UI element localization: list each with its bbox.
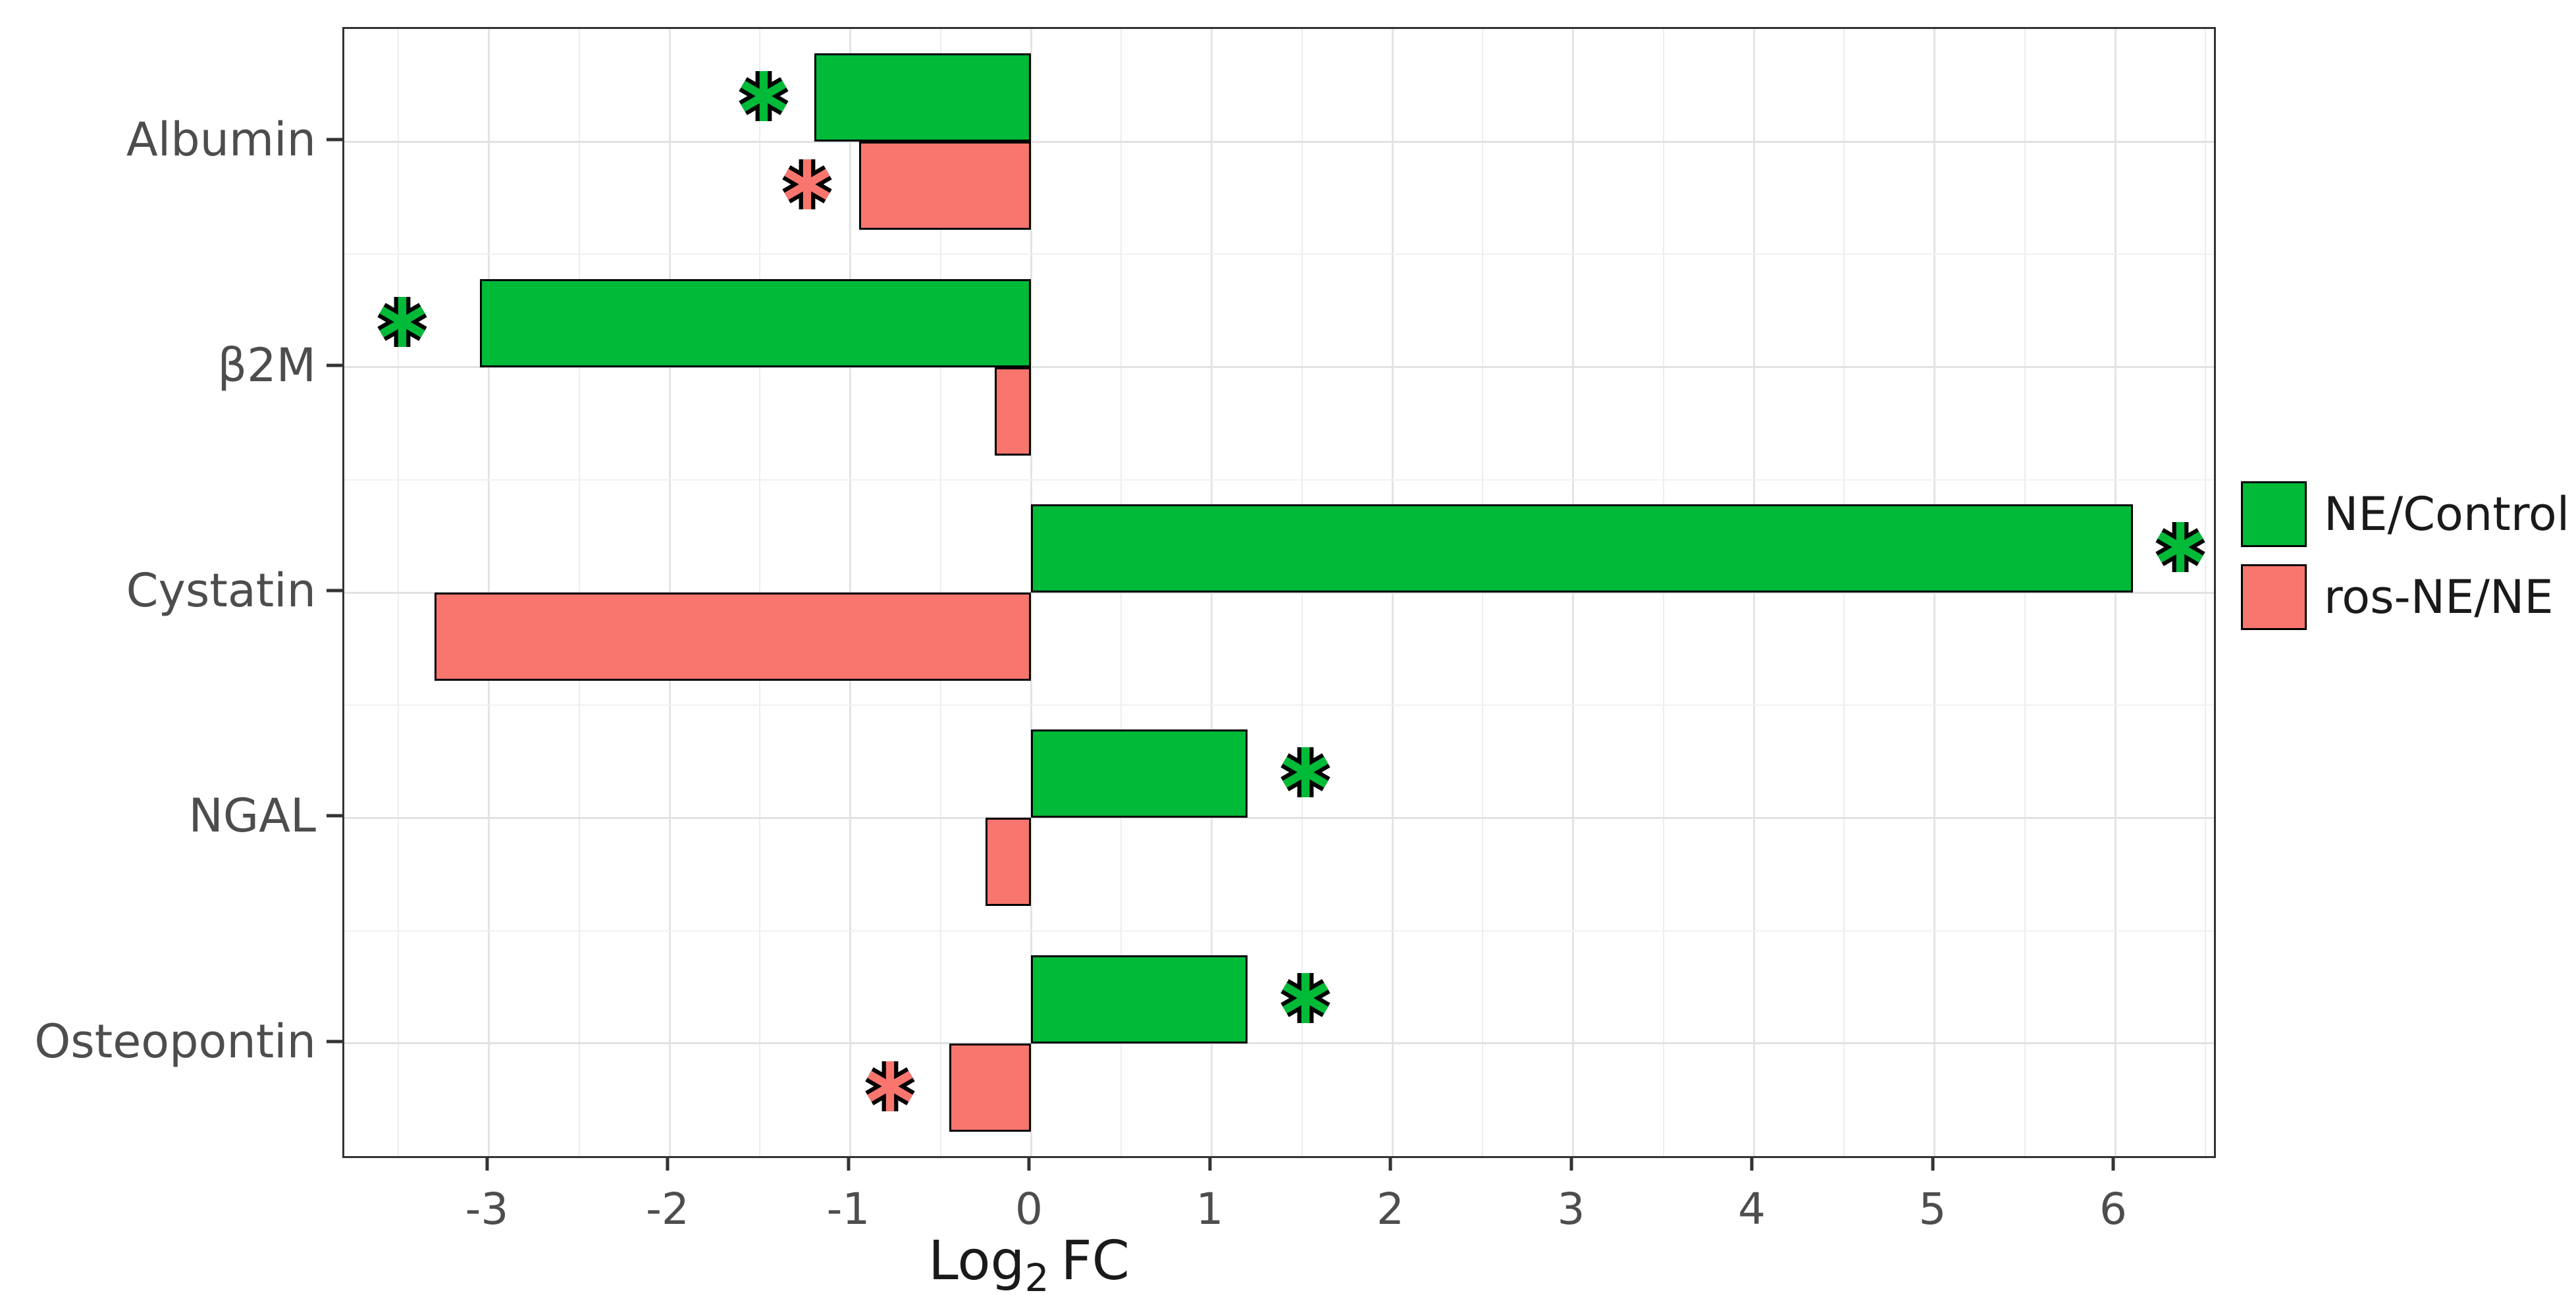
y-axis-label: β2M xyxy=(217,338,316,392)
y-axis-label: Albumin xyxy=(126,113,316,167)
x-tick-label: 6 xyxy=(2099,1184,2127,1234)
x-tick xyxy=(1208,1156,1211,1171)
significance-asterisk-icon xyxy=(2152,515,2209,581)
bar-Cystatin-ros-NE/NE xyxy=(434,593,1031,681)
grid-line-horizontal xyxy=(344,816,2214,819)
significance-asterisk-icon xyxy=(779,153,835,219)
bar-Albumin-ros-NE/NE xyxy=(859,142,1031,230)
bar-Cystatin-NE/Control xyxy=(1031,504,2134,593)
significance-asterisk-icon xyxy=(862,1055,918,1121)
y-axis-label: Cystatin xyxy=(126,564,316,618)
grid-line-horizontal-minor xyxy=(344,930,2214,932)
x-tick-label: 3 xyxy=(1557,1184,1585,1234)
x-tick-label: 4 xyxy=(1738,1184,1766,1234)
x-tick-label: 2 xyxy=(1377,1184,1404,1234)
x-tick xyxy=(1569,1156,1573,1171)
x-tick xyxy=(1388,1156,1392,1171)
significance-asterisk-icon xyxy=(374,290,431,356)
bar-Albumin-NE/Control xyxy=(814,53,1031,142)
x-tick xyxy=(485,1156,488,1171)
grid-line-horizontal xyxy=(344,1042,2214,1045)
grid-line-horizontal-minor xyxy=(344,704,2214,706)
bar-Osteopontin-NE/Control xyxy=(1031,955,1248,1044)
x-tick xyxy=(1931,1156,1934,1171)
grid-line-horizontal xyxy=(344,591,2214,594)
grid-line-horizontal-minor xyxy=(344,253,2214,255)
grid-line-horizontal xyxy=(344,366,2214,369)
y-axis-label: Osteopontin xyxy=(34,1014,316,1069)
legend-label: ros-NE/NE xyxy=(2324,570,2554,624)
legend: NE/Control ros-NE/NE xyxy=(2241,479,2569,645)
x-tick xyxy=(666,1156,670,1171)
x-tick-label: -3 xyxy=(465,1184,509,1234)
x-tick xyxy=(847,1156,850,1171)
legend-entry-ros-ne-ne: ros-NE/NE xyxy=(2241,562,2569,632)
x-tick xyxy=(1750,1156,1754,1171)
bar-NGAL-NE/Control xyxy=(1031,729,1248,818)
bar-β2M-ros-NE/NE xyxy=(995,367,1031,456)
significance-asterisk-icon xyxy=(735,65,792,130)
x-tick-label: 5 xyxy=(1918,1184,1947,1234)
x-tick xyxy=(1027,1156,1031,1171)
y-tick xyxy=(327,138,342,142)
legend-label: NE/Control xyxy=(2324,487,2570,541)
y-tick xyxy=(327,1040,342,1044)
significance-asterisk-icon xyxy=(1277,741,1334,806)
chart-panel xyxy=(342,27,2216,1158)
x-tick xyxy=(2111,1156,2115,1171)
bar-NGAL-ros-NE/NE xyxy=(986,818,1031,907)
legend-entry-ne-control: NE/Control xyxy=(2241,479,2569,549)
y-tick xyxy=(327,589,342,593)
significance-asterisk-icon xyxy=(1277,966,1334,1032)
x-tick-label: -2 xyxy=(646,1184,689,1234)
x-axis-title: Log2 FC xyxy=(928,1230,1130,1295)
y-tick xyxy=(327,363,342,367)
legend-swatch-red-icon xyxy=(2241,564,2307,630)
bar-Osteopontin-ros-NE/NE xyxy=(949,1043,1031,1132)
x-axis-title-subscript: 2 xyxy=(1024,1255,1049,1295)
grid-line-horizontal-minor xyxy=(344,479,2214,481)
x-axis-title-rest: FC xyxy=(1061,1230,1130,1292)
y-tick xyxy=(327,814,342,818)
x-axis-title-main: Log xyxy=(928,1230,1025,1292)
legend-swatch-green-icon xyxy=(2241,481,2307,547)
grid-line-horizontal xyxy=(344,140,2214,143)
y-axis-label: NGAL xyxy=(188,789,317,843)
x-tick-label: 1 xyxy=(1196,1184,1224,1234)
x-tick-label: -1 xyxy=(826,1184,870,1234)
bar-β2M-NE/Control xyxy=(479,278,1031,367)
x-tick-label: 0 xyxy=(1015,1184,1043,1234)
